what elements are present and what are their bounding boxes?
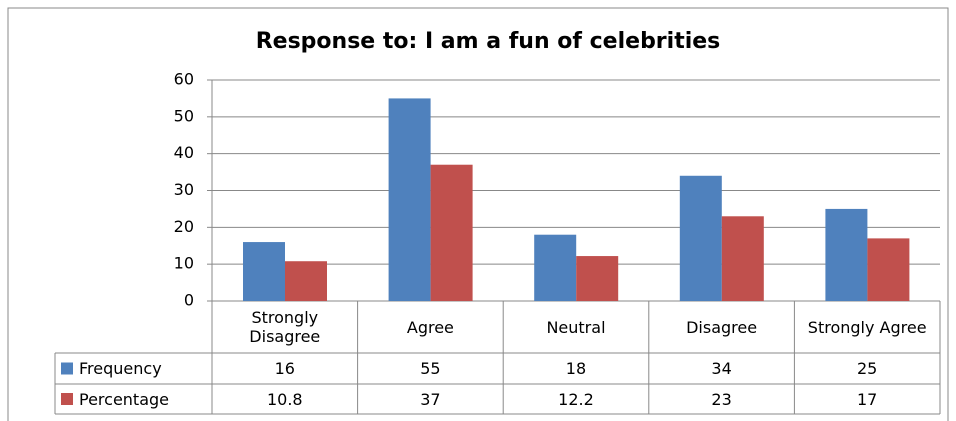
y-tick-label: 20 — [174, 217, 194, 236]
bar — [576, 256, 619, 301]
table-value: 10.8 — [266, 389, 303, 409]
legend-key — [61, 362, 73, 375]
table-value: 23 — [711, 389, 732, 409]
bar — [388, 98, 431, 302]
chart-title: Response to: I am a fun of celebrities — [256, 29, 721, 54]
bar — [285, 261, 327, 301]
category-label: Strongly Agree — [807, 317, 927, 337]
bar — [825, 208, 868, 301]
table-value: 18 — [565, 359, 587, 378]
y-tick-label: 50 — [174, 106, 194, 125]
table-value: 37 — [420, 389, 441, 409]
table-value: 12.2 — [558, 389, 594, 409]
y-tick-label: 10 — [174, 254, 194, 273]
y-tick-label: 0 — [184, 291, 194, 310]
chart-border — [7, 7, 949, 421]
bar — [679, 175, 722, 301]
bar — [721, 216, 764, 301]
bar — [867, 238, 910, 301]
table-value: 25 — [857, 359, 878, 378]
legend-label: Frequency — [79, 359, 162, 378]
category-label: Neutral — [546, 317, 606, 337]
y-tick-label: 60 — [174, 70, 194, 89]
table-value: 16 — [274, 359, 295, 378]
y-tick-label: 40 — [174, 143, 194, 162]
bar — [430, 164, 473, 301]
table-value: 17 — [857, 389, 878, 409]
bar — [534, 234, 577, 301]
category-label: Disagree — [686, 317, 758, 337]
category-label: Agree — [406, 317, 454, 337]
y-tick-label: 30 — [174, 180, 194, 199]
table-value: 34 — [711, 359, 732, 378]
category-label: Strongly Disagree — [249, 308, 321, 346]
bar — [243, 242, 285, 301]
legend-label: Percentage — [79, 389, 170, 409]
table-value: 55 — [420, 359, 441, 378]
legend-key — [61, 393, 73, 405]
